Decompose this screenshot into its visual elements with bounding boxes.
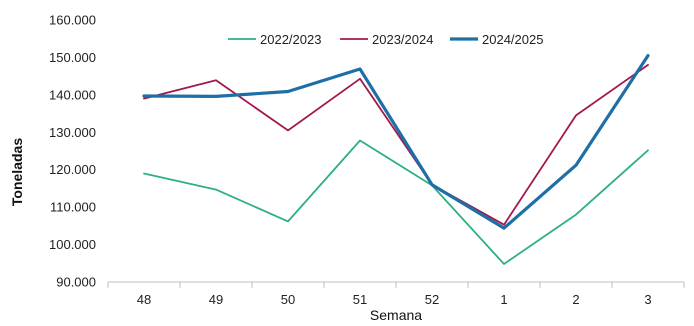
y-axis-title: Toneladas [9,138,25,206]
x-tick-label: 50 [281,292,295,307]
series-line-2024-2025 [142,53,650,230]
y-tick-label: 100.000 [49,237,96,252]
y-tick-label: 130.000 [49,125,96,140]
x-tick-label: 2 [572,292,579,307]
legend: 2022/2023 2023/2024 2024/2025 [228,32,543,47]
y-tick-label: 90.000 [56,275,96,290]
y-tick-label: 150.000 [49,50,96,65]
x-tick-label: 49 [209,292,223,307]
y-tick-label: 110.000 [50,200,96,215]
x-axis: 48 49 50 51 52 1 2 3 [107,281,685,307]
x-axis-title: Semana [370,307,422,323]
series-line-2022-2023 [143,139,649,265]
y-axis-ticks: 90.000 100.000 110.000 120.000 130.000 140.00… [49,13,96,290]
series-line-2023-2024 [143,64,649,226]
legend-label: 2022/2023 [260,32,321,47]
y-tick-label: 160.000 [49,13,96,28]
x-tick-label: 52 [425,292,439,307]
legend-label: 2023/2024 [372,32,433,47]
y-tick-label: 120.000 [49,162,96,177]
series-lines [142,53,650,265]
x-tick-label: 48 [137,292,151,307]
x-tick-label: 3 [644,292,651,307]
x-tick-label: 51 [353,292,367,307]
y-tick-label: 140.000 [49,87,96,102]
legend-label: 2024/2025 [482,32,543,47]
x-tick-label: 1 [500,292,507,307]
